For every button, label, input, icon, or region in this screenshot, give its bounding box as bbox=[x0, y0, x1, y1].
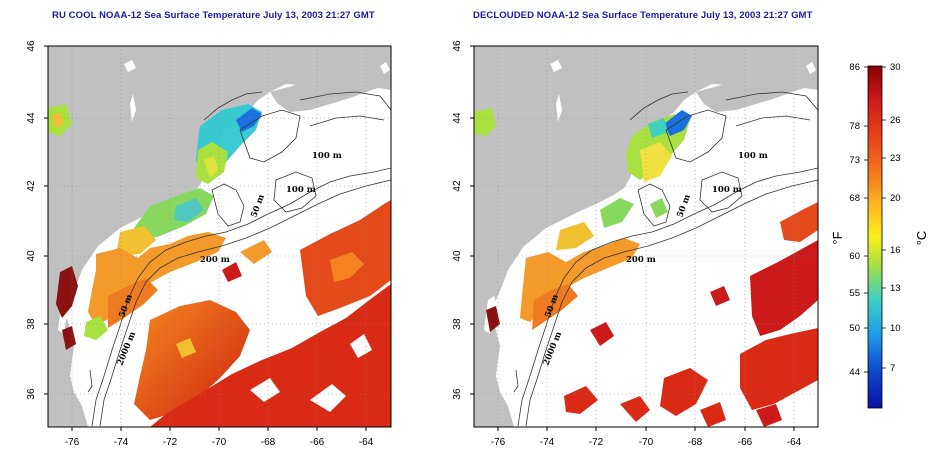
celsius-tick-label: 20 bbox=[890, 193, 901, 204]
fahrenheit-tick-label: 55 bbox=[849, 288, 860, 299]
celsius-tick-label: 10 bbox=[890, 323, 901, 334]
lat-tick-label: 36 bbox=[452, 388, 463, 400]
lon-tick-label: -72 bbox=[163, 437, 178, 448]
colorbar-gradient bbox=[867, 65, 883, 409]
fahrenheit-unit-label: °F bbox=[830, 231, 845, 244]
lon-tick-label: -68 bbox=[688, 437, 703, 448]
lon-tick-label: -76 bbox=[65, 437, 80, 448]
fahrenheit-tick-label: 78 bbox=[849, 121, 860, 132]
celsius-tick-label: 16 bbox=[890, 245, 901, 256]
isobath-label: 100 m bbox=[286, 185, 316, 195]
lon-tick-label: -70 bbox=[212, 437, 227, 448]
lon-tick-label: -66 bbox=[738, 437, 753, 448]
left-map-title: RU COOL NOAA-12 Sea Surface Temperature … bbox=[52, 10, 375, 21]
celsius-tick-label: 30 bbox=[890, 62, 901, 73]
sst-warm-region bbox=[134, 300, 250, 420]
lon-tick-label: -66 bbox=[310, 437, 325, 448]
celsius-tick-label: 23 bbox=[890, 153, 901, 164]
isobath-contours bbox=[87, 91, 391, 427]
fahrenheit-tick-label: 60 bbox=[849, 251, 860, 262]
land-nova-scotia bbox=[696, 60, 818, 112]
lon-tick-label: -68 bbox=[261, 437, 276, 448]
lon-tick-label: -64 bbox=[787, 437, 802, 448]
fahrenheit-tick-label: 73 bbox=[849, 155, 860, 166]
lat-tick-label: 46 bbox=[452, 40, 463, 52]
celsius-tick-label: 7 bbox=[890, 363, 895, 374]
lat-tick-label: 46 bbox=[26, 40, 37, 52]
lon-tick-label: -74 bbox=[540, 437, 555, 448]
temperature-colorbar: 86 78 73 68 60 55 50 44 30 26 23 20 16 1… bbox=[830, 62, 929, 409]
lat-tick-label: 40 bbox=[26, 250, 37, 262]
isobath-label: 100 m bbox=[738, 151, 768, 161]
right-map-panel: 100 m 100 m 50 m 200 m 50 m 2000 m bbox=[452, 40, 819, 448]
isobath-contours bbox=[513, 91, 818, 427]
fahrenheit-tick-label: 50 bbox=[849, 323, 860, 334]
lon-tick-label: -74 bbox=[114, 437, 129, 448]
lat-tick-label: 36 bbox=[26, 388, 37, 400]
isobath-label: 100 m bbox=[712, 185, 742, 195]
lat-tick-label: 38 bbox=[26, 318, 37, 330]
land-nova-scotia bbox=[270, 60, 391, 112]
isobath-label: 100 m bbox=[312, 151, 342, 161]
isobath-label: 200 m bbox=[626, 255, 656, 265]
lat-tick-label: 44 bbox=[452, 112, 463, 124]
lon-tick-label: -72 bbox=[589, 437, 604, 448]
celsius-unit-label: °C bbox=[914, 231, 929, 246]
fahrenheit-tick-label: 86 bbox=[849, 62, 860, 73]
land-mass bbox=[474, 46, 818, 427]
celsius-tick-label: 13 bbox=[890, 283, 901, 294]
right-map-title: DECLOUDED NOAA-12 Sea Surface Temperatur… bbox=[473, 10, 813, 21]
lon-tick-label: -76 bbox=[491, 437, 506, 448]
celsius-tick-label: 26 bbox=[890, 115, 901, 126]
map-grid bbox=[474, 46, 818, 427]
fahrenheit-tick-label: 68 bbox=[849, 193, 860, 204]
land-mass bbox=[48, 46, 391, 427]
lat-tick-label: 44 bbox=[26, 112, 37, 124]
lat-tick-label: 42 bbox=[452, 180, 463, 192]
lon-tick-label: -64 bbox=[359, 437, 374, 448]
fahrenheit-tick-label: 44 bbox=[849, 367, 860, 378]
lat-tick-label: 40 bbox=[452, 250, 463, 262]
lat-tick-label: 38 bbox=[452, 318, 463, 330]
left-map-panel: 100 m 100 m 50 m 200 m 50 m 2000 m bbox=[26, 40, 392, 448]
isobath-label: 200 m bbox=[200, 255, 230, 265]
lat-tick-label: 42 bbox=[26, 180, 37, 192]
lon-tick-label: -70 bbox=[639, 437, 654, 448]
